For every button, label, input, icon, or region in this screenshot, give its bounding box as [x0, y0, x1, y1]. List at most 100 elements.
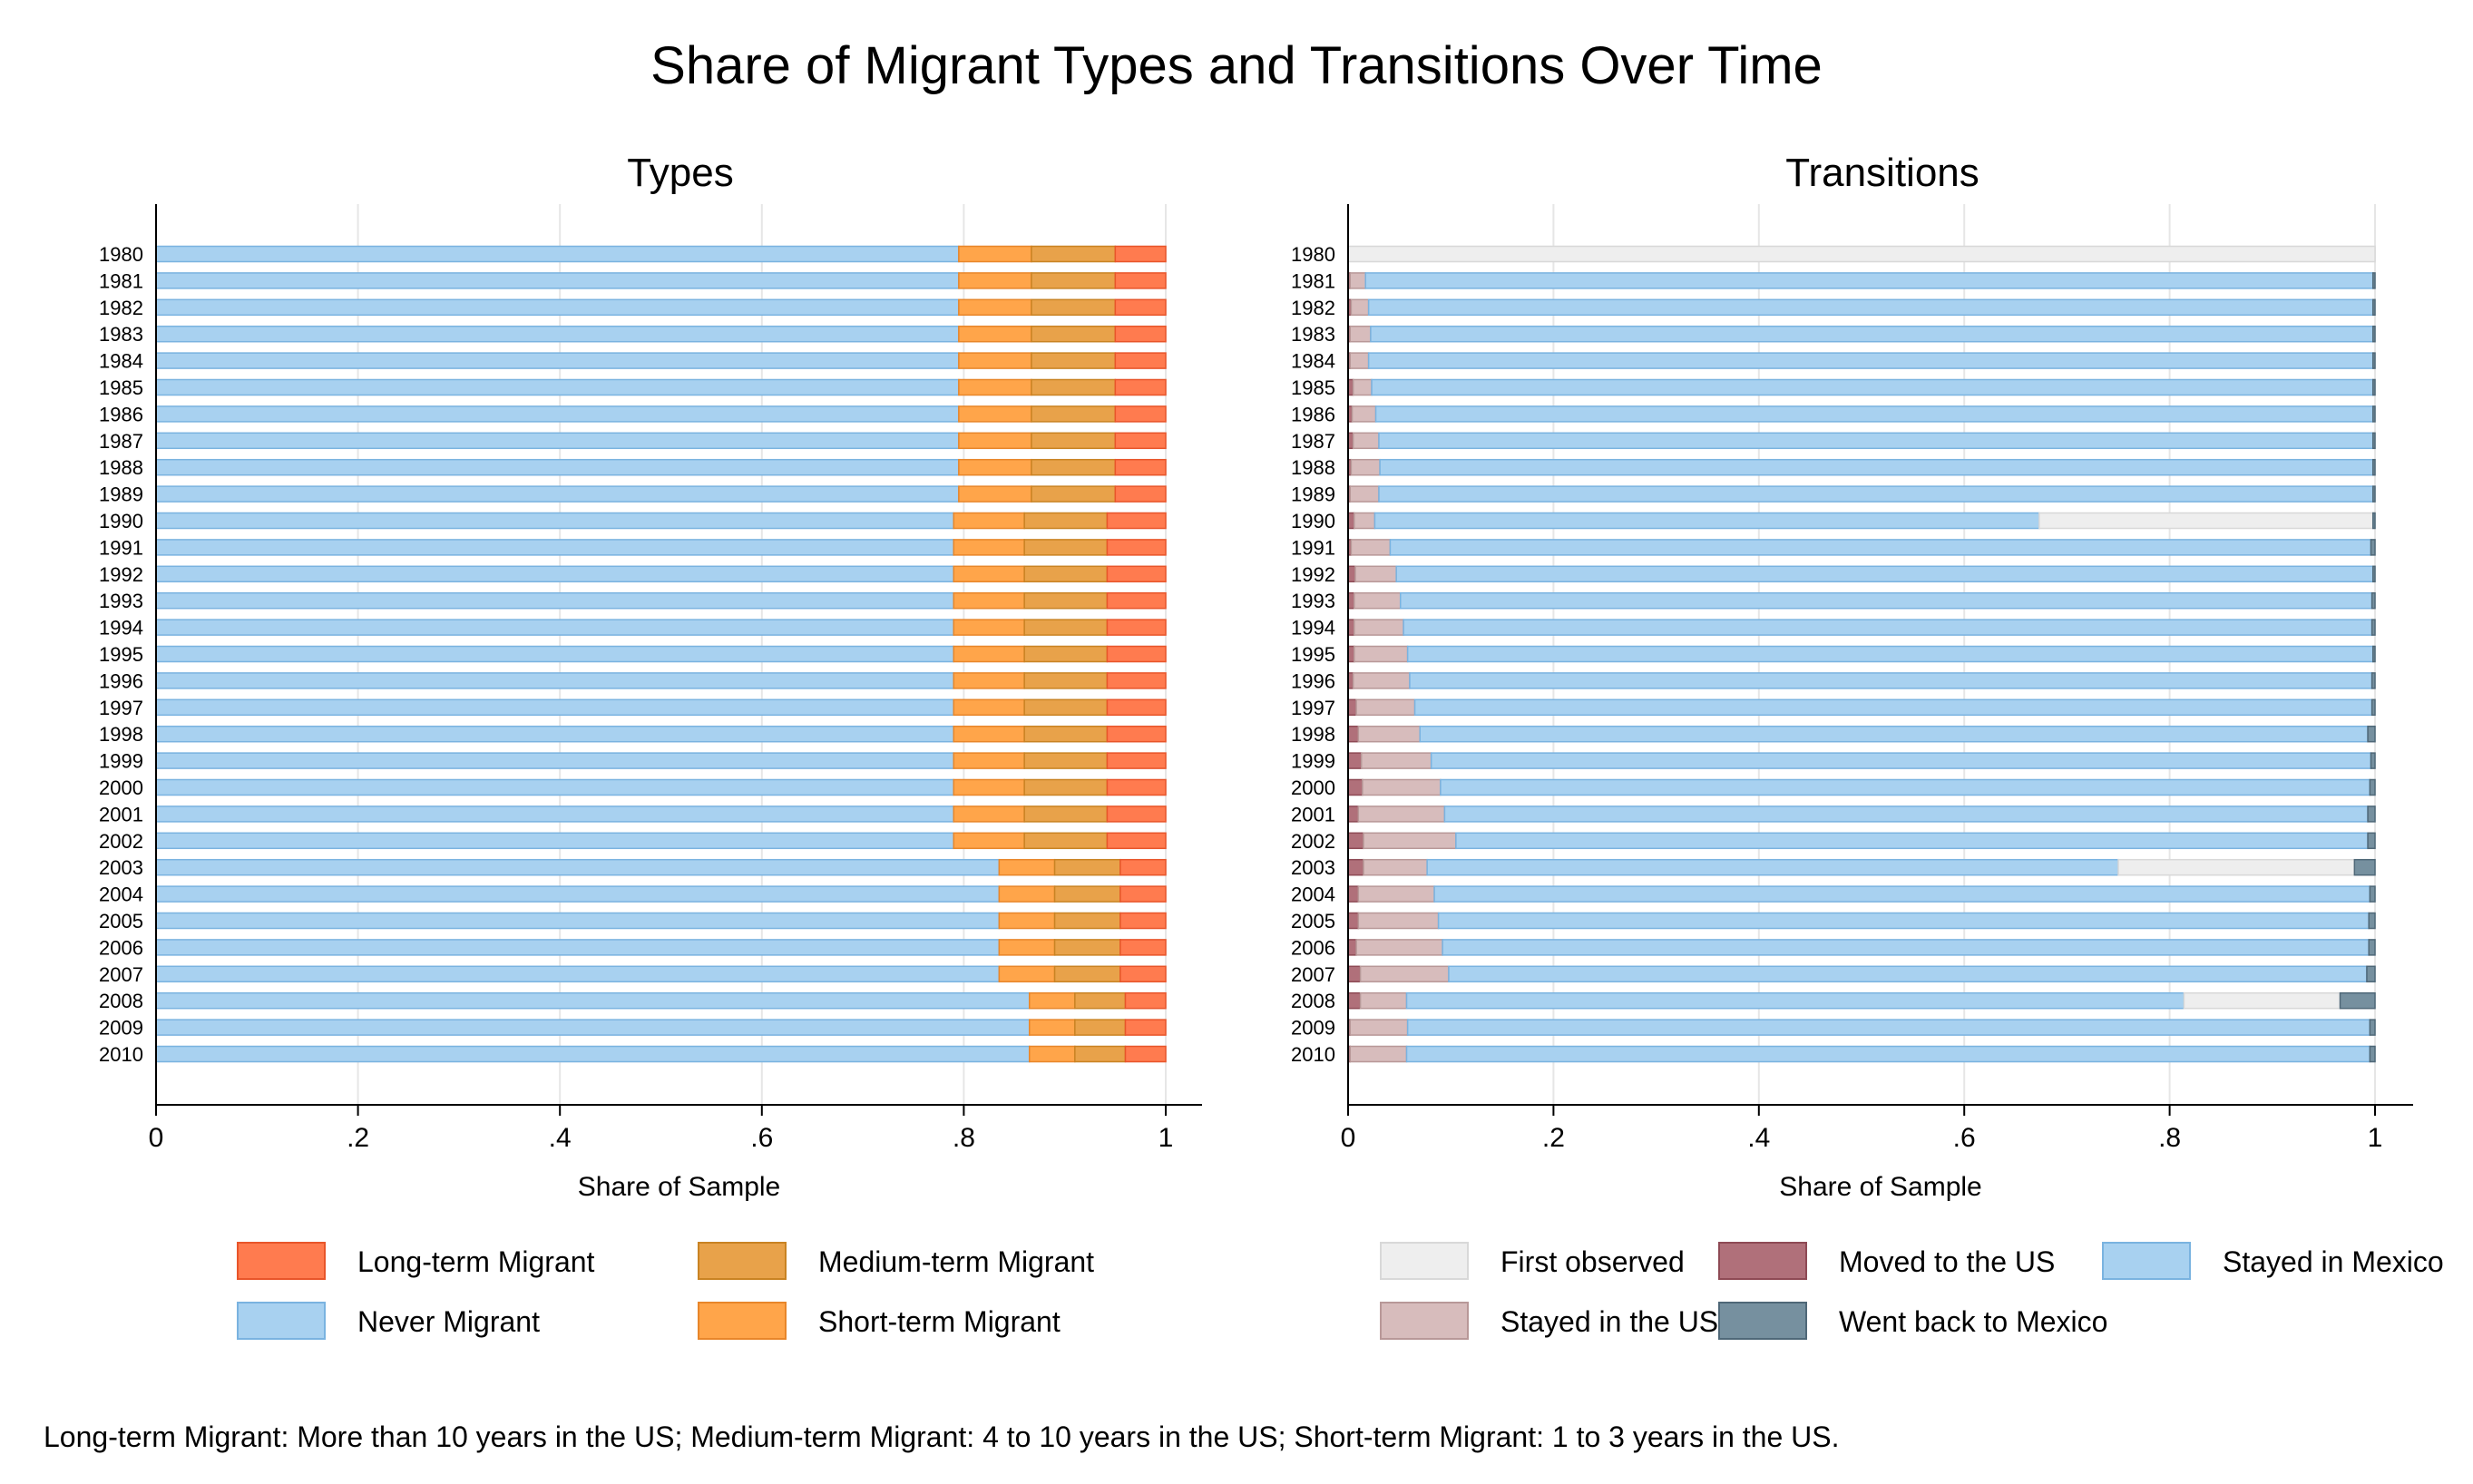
bar-long-2006	[1119, 939, 1167, 956]
bar-moved-1992	[1347, 565, 1356, 583]
bar-never-1983	[155, 325, 960, 343]
category-label: 1990	[1291, 510, 1335, 532]
bar-long-2000	[1106, 778, 1167, 796]
bar-stayed_mx-1990	[1373, 512, 2040, 530]
bar-long-1995	[1106, 645, 1167, 663]
bar-went_back-2003	[2353, 858, 2376, 876]
bar-short-1985	[958, 378, 1032, 396]
bar-went_back-1998	[2367, 725, 2376, 743]
bar-long-1994	[1106, 619, 1167, 636]
bar-medium-1989	[1031, 485, 1117, 503]
footnote: Long-term Migrant: More than 10 years in…	[44, 1421, 1839, 1453]
bar-short-2003	[998, 858, 1056, 876]
bar-long-1998	[1106, 725, 1167, 743]
bar-long-2002	[1106, 832, 1167, 850]
bar-stayed_us-2001	[1357, 805, 1446, 823]
x-axis-label: Share of Sample	[578, 1172, 780, 1202]
bar-moved-2003	[1347, 858, 1364, 876]
category-label: 1993	[1291, 590, 1335, 612]
bar-medium-1985	[1031, 378, 1117, 396]
bar-short-1996	[953, 672, 1025, 689]
bar-long-1997	[1106, 698, 1167, 717]
bar-stayed_mx-1998	[1419, 725, 2369, 743]
category-label: 1982	[1291, 297, 1335, 319]
category-label: 2001	[99, 803, 143, 825]
bar-stayed_mx-1988	[1379, 458, 2374, 476]
bar-medium-2003	[1053, 858, 1121, 876]
bar-stayed_us-1983	[1349, 325, 1372, 343]
bar-medium-1995	[1023, 645, 1109, 663]
bar-stayed_mx-1981	[1364, 272, 2374, 289]
bar-never-1996	[155, 672, 955, 689]
bar-medium-2005	[1053, 912, 1121, 930]
legend-swatch-moved	[1718, 1242, 1807, 1280]
bar-never-1986	[155, 405, 960, 423]
category-label: 1999	[99, 750, 143, 773]
bar-stayed_mx-1993	[1399, 591, 2373, 610]
category-label: 2002	[1291, 830, 1335, 853]
bar-stayed_us-2004	[1357, 885, 1435, 903]
bar-long-2008	[1124, 991, 1167, 1010]
bar-long-1996	[1106, 672, 1167, 689]
bar-stayed_mx-1995	[1406, 645, 2374, 663]
bar-stayed_mx-2007	[1448, 965, 2368, 983]
bar-medium-2009	[1074, 1019, 1127, 1036]
bar-medium-1988	[1031, 458, 1117, 476]
bar-stayed_us-1982	[1350, 298, 1370, 317]
bar-went_back-1984	[2371, 352, 2376, 369]
bar-moved-1995	[1347, 645, 1355, 663]
category-label: 1997	[99, 697, 143, 719]
category-label: 2009	[99, 1017, 143, 1040]
bar-first-1990	[2038, 512, 2374, 530]
bar-stayed_us-1994	[1354, 619, 1404, 636]
bar-short-1982	[958, 298, 1032, 317]
bar-stayed_us-1996	[1352, 672, 1411, 689]
bar-long-1984	[1114, 352, 1167, 369]
bar-stayed_us-1993	[1354, 591, 1402, 610]
bar-short-1998	[953, 725, 1025, 743]
bar-never-1992	[155, 565, 955, 583]
category-label: 1986	[99, 403, 143, 425]
bar-went_back-1985	[2371, 378, 2376, 396]
bar-long-2004	[1119, 885, 1167, 903]
bar-short-2000	[953, 778, 1025, 796]
bar-stayed_us-1997	[1355, 698, 1416, 717]
category-label: 2008	[99, 990, 143, 1012]
bar-medium-1986	[1031, 405, 1117, 423]
category-label: 1991	[99, 536, 143, 559]
bar-never-1984	[155, 352, 960, 369]
bar-never-1990	[155, 512, 955, 530]
category-label: 1984	[1291, 350, 1335, 373]
bar-stayed_us-1984	[1349, 352, 1370, 369]
chart-title: Share of Migrant Types and Transitions O…	[650, 36, 1823, 95]
legend-swatch-stayed_us	[1380, 1302, 1469, 1340]
bar-first-2003	[2117, 858, 2356, 876]
category-label: 1992	[99, 563, 143, 586]
bar-moved-2007	[1347, 965, 1362, 983]
bar-short-1989	[958, 485, 1032, 503]
bar-went_back-1989	[2371, 485, 2376, 503]
bar-never-1988	[155, 458, 960, 476]
bar-never-2008	[155, 991, 1031, 1010]
bar-went_back-1995	[2371, 645, 2376, 663]
bar-medium-2010	[1074, 1045, 1127, 1063]
bar-stayed_us-1987	[1352, 432, 1380, 450]
category-label: 2002	[99, 830, 143, 853]
bar-never-1995	[155, 645, 955, 663]
bar-went_back-1981	[2371, 272, 2376, 289]
bar-never-1985	[155, 378, 960, 396]
category-label: 1989	[99, 483, 143, 506]
bar-short-2009	[1028, 1019, 1076, 1036]
category-label: 1991	[1291, 536, 1335, 559]
bar-stayed_us-1981	[1349, 272, 1366, 289]
bar-never-2000	[155, 778, 955, 796]
category-label: 1982	[99, 297, 143, 319]
bar-went_back-1988	[2371, 458, 2376, 476]
x-tick-label: 1	[1158, 1123, 1174, 1153]
bar-stayed_mx-1985	[1371, 378, 2374, 396]
bar-moved-2008	[1347, 991, 1362, 1010]
bar-medium-2007	[1053, 965, 1121, 983]
bar-stayed_mx-2008	[1405, 991, 2185, 1010]
x-tick-label: 1	[2368, 1123, 2383, 1153]
bar-never-2006	[155, 939, 1001, 956]
